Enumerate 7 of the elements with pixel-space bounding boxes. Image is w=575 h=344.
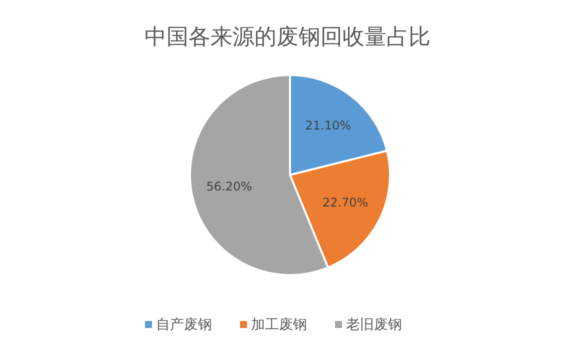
legend-label: 加工废钢 bbox=[251, 316, 307, 333]
data-label: 56.20% bbox=[206, 179, 252, 194]
chart-title: 中国各来源的废钢回收量占比 bbox=[144, 25, 430, 50]
data-label: 22.70% bbox=[322, 195, 368, 210]
legend-label: 自产废钢 bbox=[156, 316, 212, 333]
legend-label: 老旧废钢 bbox=[346, 316, 402, 333]
data-label: 21.10% bbox=[305, 118, 352, 132]
